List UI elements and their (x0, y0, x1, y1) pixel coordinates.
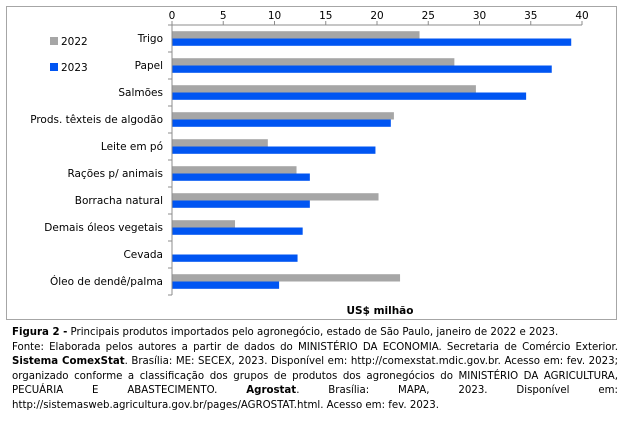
figure-caption: Figura 2 - Principais produtos importado… (12, 326, 618, 414)
caption-source: Fonte: Elaborada pelos autores a partir … (12, 341, 618, 414)
legend-swatch-2023 (50, 63, 58, 71)
caption-title: Figura 2 - Principais produtos importado… (12, 326, 618, 341)
bar-2023 (172, 119, 391, 127)
x-axis-title: US$ milhão (347, 305, 414, 317)
bar-2023 (172, 65, 552, 73)
bar-2023 (172, 200, 310, 208)
bar-2023 (172, 173, 310, 181)
legend-label: 2022 (61, 36, 88, 48)
caption-source-part: Agrostat (246, 385, 297, 397)
bar-2022 (172, 166, 297, 174)
x-tick-label: 40 (575, 10, 588, 22)
bar-2022 (172, 85, 476, 93)
x-tick-label: 20 (370, 10, 383, 22)
chart-frame: 0 5 10 15 20 25 30 35 40 Trigo Papel Salmões Prods. … (6, 6, 617, 320)
legend-swatch-2022 (50, 37, 58, 45)
category-label: Salmões (118, 87, 163, 99)
bar-chart: 0 5 10 15 20 25 30 35 40 Trigo Papel Salmões Prods. … (30, 10, 589, 317)
bar-2023 (172, 227, 303, 235)
caption-source-part: Sistema ComexStat (12, 356, 125, 368)
x-tick-label: 30 (473, 10, 486, 22)
category-label: Óleo de dendê/palma (50, 275, 163, 288)
bar-2022 (172, 193, 379, 201)
x-tick-label: 15 (319, 10, 332, 22)
bar-2023 (172, 92, 527, 100)
bar-2022 (172, 220, 236, 228)
caption-title-label: Figura 2 - (12, 327, 68, 338)
bar-2022 (172, 58, 455, 66)
x-tick-label: 25 (422, 10, 435, 22)
x-tick-label: 5 (220, 10, 227, 22)
category-label: Rações p/ animais (67, 168, 163, 180)
caption-source-part: Fonte: Elaborada pelos autores a partir … (12, 341, 618, 353)
bar-2022 (172, 31, 420, 39)
caption-source-part: . Brasília: ME: SECEX, 2023. Disponível … (12, 356, 618, 397)
category-label: Papel (135, 60, 163, 72)
caption-title-text: Principais produtos importados pelo agro… (67, 327, 559, 338)
category-label: Trigo (137, 33, 163, 45)
category-label: Cevada (123, 249, 163, 261)
bar-2023 (172, 146, 376, 154)
x-tick-label: 10 (268, 10, 281, 22)
caption-source-part: . Brasília: MAPA, 2023. Disponível em: h… (12, 385, 618, 411)
bar-2023 (172, 38, 572, 46)
bar-2023 (172, 281, 280, 289)
bar-2022 (172, 139, 268, 147)
category-label: Prods. têxteis de algodão (30, 114, 163, 126)
category-label: Demais óleos vegetais (44, 222, 163, 234)
category-label: Borracha natural (75, 195, 163, 207)
x-tick-label: 35 (524, 10, 537, 22)
legend-label: 2023 (61, 62, 88, 74)
category-label: Leite em pó (101, 141, 163, 153)
bar-2022 (172, 112, 394, 120)
bar-2023 (172, 254, 298, 262)
x-tick-label: 0 (169, 10, 176, 22)
bar-2022 (172, 274, 401, 282)
